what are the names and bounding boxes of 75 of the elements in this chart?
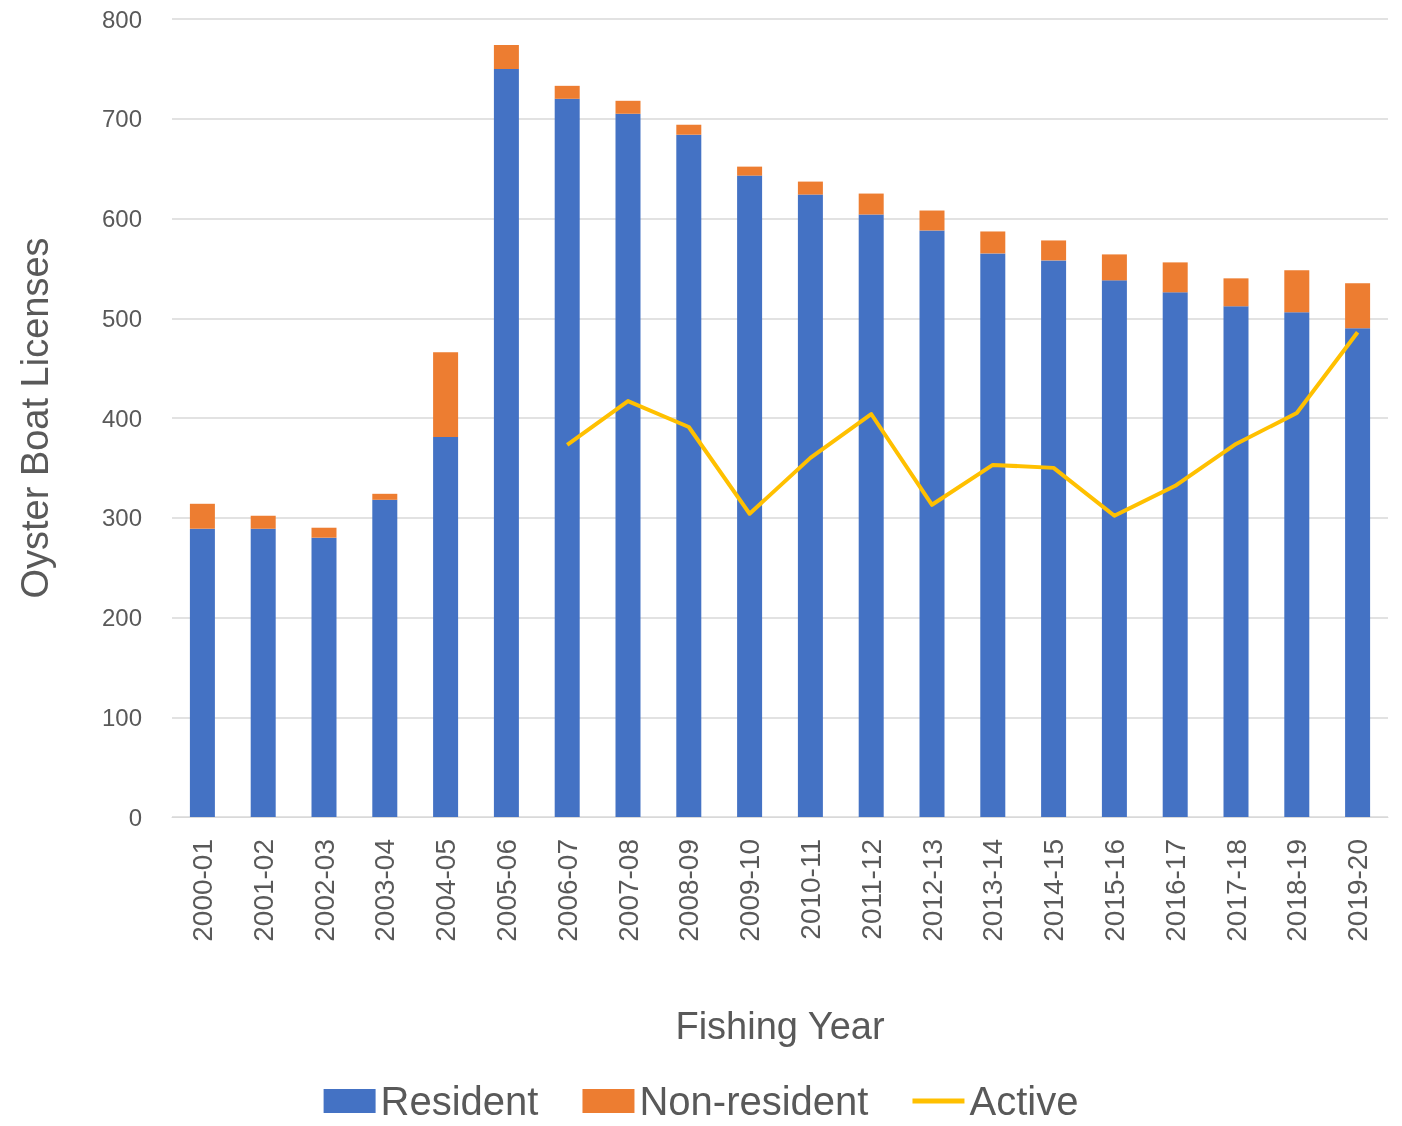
y-axis-title: Oyster Boat Licenses xyxy=(14,237,56,599)
x-tick-label: 2002-03 xyxy=(308,839,340,942)
bar xyxy=(1041,260,1067,817)
bar xyxy=(433,352,459,437)
x-tick-label: 2014-15 xyxy=(1038,839,1070,942)
bar xyxy=(433,436,459,817)
bar xyxy=(1284,270,1310,313)
bar xyxy=(311,537,337,817)
x-tick-label: 2016-17 xyxy=(1159,839,1191,942)
y-tick-label: 200 xyxy=(101,604,142,631)
bar xyxy=(980,253,1006,817)
bar xyxy=(615,100,641,114)
bar xyxy=(372,493,398,500)
bar xyxy=(797,181,823,195)
x-tick-label: 2018-19 xyxy=(1281,839,1313,942)
bar xyxy=(1284,312,1310,817)
bar xyxy=(919,210,945,231)
bar xyxy=(250,515,276,529)
bar xyxy=(1101,280,1127,817)
y-tick-label: 600 xyxy=(101,205,142,232)
bar xyxy=(493,68,519,817)
x-tick-label: 2001-02 xyxy=(247,839,279,942)
bar xyxy=(1345,328,1371,817)
bar xyxy=(858,214,884,817)
x-tick-label: 2015-16 xyxy=(1098,839,1130,942)
bar xyxy=(615,113,641,817)
legend-label: Active xyxy=(969,1079,1079,1123)
x-tick-label: 2000-01 xyxy=(186,839,218,942)
legend-label: Resident xyxy=(380,1079,539,1123)
x-tick-label: 2005-06 xyxy=(490,839,522,942)
bar xyxy=(1223,278,1249,307)
x-tick-label: 2003-04 xyxy=(369,839,401,942)
x-tick-label: 2013-14 xyxy=(977,839,1009,942)
legend-label: Non-resident xyxy=(639,1079,869,1123)
x-axis-title: Fishing Year xyxy=(675,1005,885,1047)
bar xyxy=(189,528,215,817)
bar xyxy=(493,44,519,69)
y-tick-label: 0 xyxy=(128,803,142,831)
bar xyxy=(676,124,702,135)
x-tick-label: 2017-18 xyxy=(1220,839,1252,942)
bar xyxy=(1041,240,1067,261)
bar xyxy=(1345,283,1371,329)
x-tick-label: 2012-13 xyxy=(916,839,948,942)
bar xyxy=(858,193,884,215)
bar xyxy=(311,527,337,538)
x-tick-label: 2011-12 xyxy=(855,839,887,940)
y-tick-label: 700 xyxy=(101,105,142,133)
bar xyxy=(1162,262,1188,293)
bar xyxy=(676,134,702,817)
bar xyxy=(372,499,398,817)
y-tick-label: 800 xyxy=(101,5,142,33)
x-tick-label: 2019-20 xyxy=(1342,839,1374,942)
x-tick-label: 2004-05 xyxy=(430,839,462,942)
line-series xyxy=(565,330,1360,518)
bar xyxy=(554,85,580,99)
y-tick-label: 400 xyxy=(101,404,142,432)
bar xyxy=(189,503,215,529)
x-tick-label: 2006-07 xyxy=(551,839,583,942)
x-tick-label: 2009-10 xyxy=(734,839,766,942)
bar xyxy=(250,528,276,817)
bar xyxy=(797,194,823,817)
y-tick-label: 100 xyxy=(101,703,142,731)
bar xyxy=(1223,306,1249,817)
bar xyxy=(1101,254,1127,281)
bar xyxy=(737,175,763,817)
bar xyxy=(980,231,1006,254)
bar xyxy=(554,98,580,817)
x-tick-label: 2008-09 xyxy=(673,839,705,942)
x-tick-label: 2007-08 xyxy=(612,839,644,942)
y-tick-label: 300 xyxy=(101,504,142,532)
y-tick-label: 500 xyxy=(101,304,142,332)
bar xyxy=(919,230,945,817)
bar xyxy=(1162,292,1188,817)
x-tick-label: 2010-11 xyxy=(794,839,826,940)
bar xyxy=(737,166,763,176)
